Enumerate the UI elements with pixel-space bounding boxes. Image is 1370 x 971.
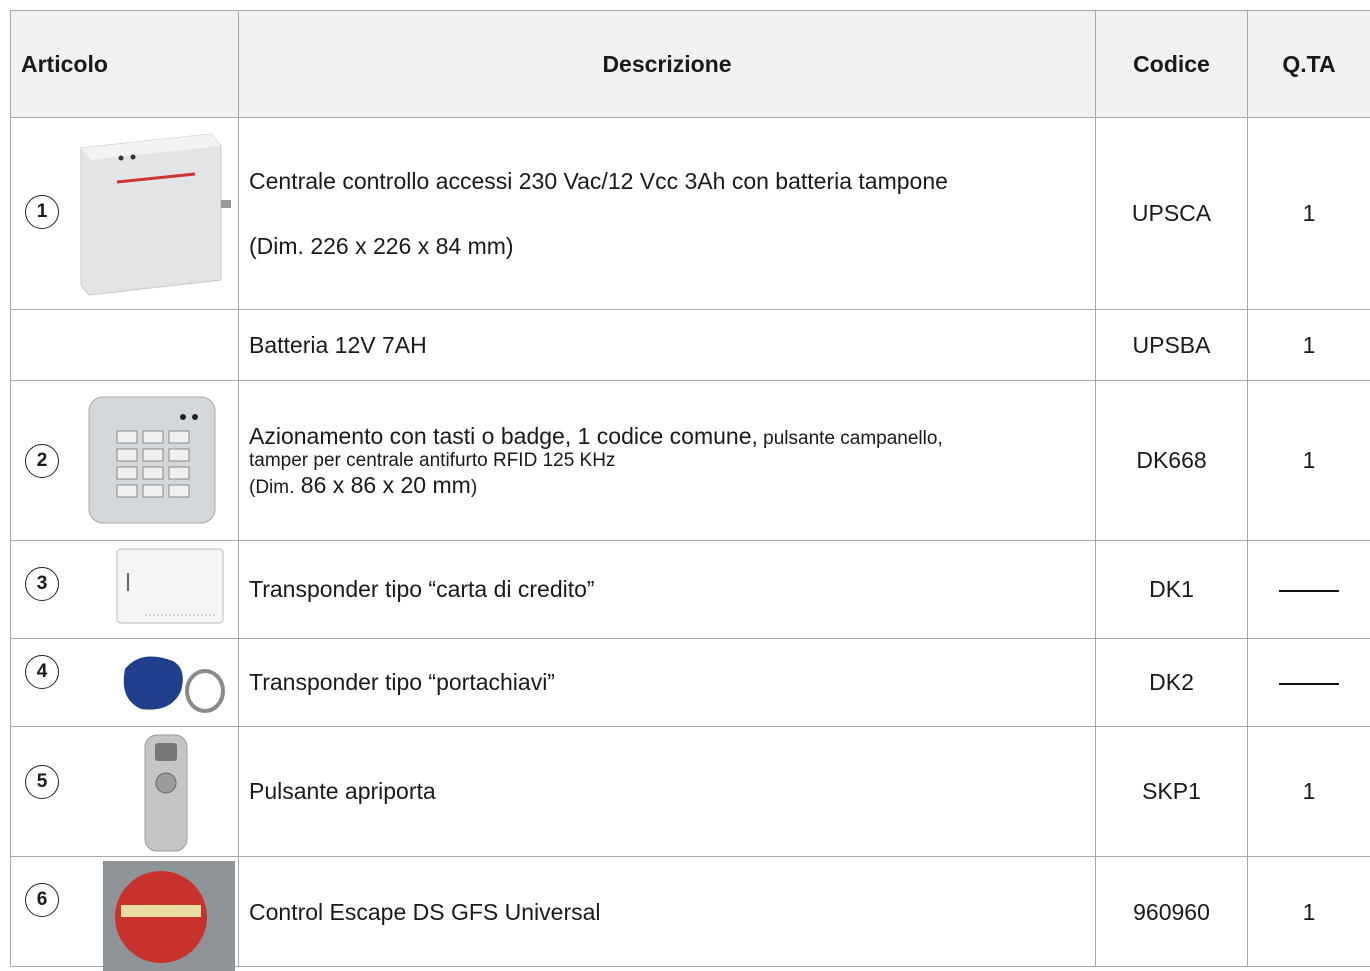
dash [1279, 590, 1339, 592]
description-cell: Transponder tipo “portachiavi” [239, 639, 1096, 727]
item-number: 6 [25, 883, 59, 917]
description-text: 86 x 86 x 20 mm [294, 472, 470, 498]
code-cell: UPSBA [1096, 310, 1248, 381]
item-number: 4 [25, 655, 59, 689]
description-cell: Azionamento con tasti o badge, 1 codice … [239, 381, 1096, 541]
card-image [115, 547, 227, 627]
header-cell: Articolo [11, 11, 239, 118]
code-cell: SKP1 [1096, 727, 1248, 857]
header-cell: Q.TA [1248, 11, 1370, 118]
power-supply-image [71, 130, 231, 298]
description-line: Centrale controllo accessi 230 Vac/12 Vc… [249, 168, 1095, 195]
description-cell: Pulsante apriporta [239, 727, 1096, 857]
item-number: 1 [25, 195, 59, 229]
header-row: Articolo Descrizione Codice Q.TA [11, 11, 1370, 118]
code-cell: DK1 [1096, 541, 1248, 639]
row: 6 Control Escape DS GFS Universal 960960… [11, 857, 1370, 967]
description-text: pulsante campanello, [758, 428, 943, 449]
qty-cell: 1 [1248, 381, 1370, 541]
item-cell: 6 [11, 857, 239, 967]
description-text: Azionamento con tasti o badge, 1 codice … [249, 423, 758, 449]
row: 4 Transponder tipo “portachiavi” DK2 [11, 639, 1370, 727]
item-number: 2 [25, 444, 59, 478]
description-cell: Transponder tipo “carta di credito” [239, 541, 1096, 639]
description-cell: Control Escape DS GFS Universal [239, 857, 1096, 967]
description-text: ) [471, 477, 477, 498]
qty-cell [1248, 541, 1370, 639]
item-cell [11, 310, 239, 381]
description-line: Azionamento con tasti o badge, 1 codice … [249, 423, 1095, 450]
row: 5 Pulsante apriporta SKP1 1 [11, 727, 1370, 857]
item-cell: 4 [11, 639, 239, 727]
row: Batteria 12V 7AH UPSBA 1 [11, 310, 1370, 381]
qty-cell: 1 [1248, 310, 1370, 381]
code-cell: DK2 [1096, 639, 1248, 727]
button-image [141, 733, 191, 853]
keyfob-image [111, 647, 229, 719]
row: 2 Azionamento con tasti o badge, 1 codic… [11, 381, 1370, 541]
qty-cell: 1 [1248, 727, 1370, 857]
code-cell: DK668 [1096, 381, 1248, 541]
item-cell: 5 [11, 727, 239, 857]
description-cell: Batteria 12V 7AH [239, 310, 1096, 381]
code-cell: UPSCA [1096, 118, 1248, 310]
item-cell: 1 [11, 118, 239, 310]
description-line: tamper per centrale antifurto RFID 125 K… [249, 450, 1095, 472]
header-cell: Descrizione [239, 11, 1096, 118]
keypad-image [87, 395, 217, 525]
qty-cell [1248, 639, 1370, 727]
description-line: (Dim. 86 x 86 x 20 mm) [249, 472, 1095, 499]
header-cell: Codice [1096, 11, 1248, 118]
item-cell: 3 [11, 541, 239, 639]
code-cell: 960960 [1096, 857, 1248, 967]
description-cell: Centrale controllo accessi 230 Vac/12 Vc… [239, 118, 1096, 310]
description-text: (Dim. [249, 477, 294, 498]
description-line: (Dim. 226 x 226 x 84 mm) [249, 233, 1095, 260]
item-number: 3 [25, 567, 59, 601]
row: 1 Centrale controllo accessi 230 Vac/12 … [11, 118, 1370, 310]
qty-cell: 1 [1248, 857, 1370, 967]
product-table: Articolo Descrizione Codice Q.TA 1 Centr… [10, 10, 1370, 967]
escape-image [103, 861, 235, 971]
item-number: 5 [25, 765, 59, 799]
item-cell: 2 [11, 381, 239, 541]
qty-cell: 1 [1248, 118, 1370, 310]
dash [1279, 683, 1339, 685]
row: 3 Transponder tipo “carta di credito” DK… [11, 541, 1370, 639]
